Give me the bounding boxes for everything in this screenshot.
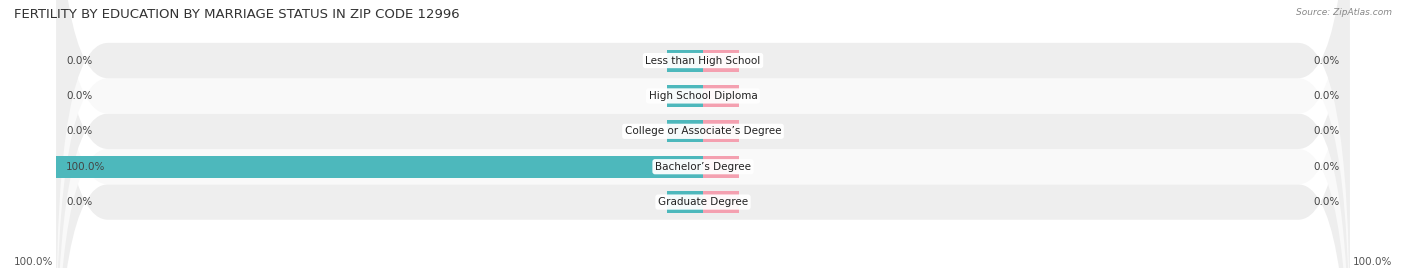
Text: 0.0%: 0.0% — [1313, 162, 1340, 172]
Bar — [668, 191, 703, 213]
Bar — [703, 50, 738, 72]
Bar — [703, 85, 738, 107]
Text: 0.0%: 0.0% — [66, 91, 93, 101]
Text: 100.0%: 100.0% — [14, 257, 53, 267]
Text: College or Associate’s Degree: College or Associate’s Degree — [624, 126, 782, 136]
Text: FERTILITY BY EDUCATION BY MARRIAGE STATUS IN ZIP CODE 12996: FERTILITY BY EDUCATION BY MARRIAGE STATU… — [14, 8, 460, 21]
Text: 0.0%: 0.0% — [1313, 126, 1340, 136]
Text: Less than High School: Less than High School — [645, 55, 761, 66]
Text: 100.0%: 100.0% — [1353, 257, 1392, 267]
FancyBboxPatch shape — [56, 0, 1350, 268]
Bar — [668, 85, 703, 107]
Text: 0.0%: 0.0% — [66, 197, 93, 207]
Bar — [703, 191, 738, 213]
FancyBboxPatch shape — [56, 0, 1350, 268]
Bar — [56, 156, 703, 178]
Text: 0.0%: 0.0% — [1313, 91, 1340, 101]
Bar — [703, 156, 738, 178]
Text: 0.0%: 0.0% — [66, 126, 93, 136]
Text: 100.0%: 100.0% — [66, 162, 105, 172]
Text: Source: ZipAtlas.com: Source: ZipAtlas.com — [1296, 8, 1392, 17]
FancyBboxPatch shape — [56, 0, 1350, 268]
Text: High School Diploma: High School Diploma — [648, 91, 758, 101]
FancyBboxPatch shape — [56, 0, 1350, 268]
Bar — [668, 50, 703, 72]
Bar — [668, 120, 703, 142]
Text: 0.0%: 0.0% — [1313, 55, 1340, 66]
Text: Bachelor’s Degree: Bachelor’s Degree — [655, 162, 751, 172]
Text: Graduate Degree: Graduate Degree — [658, 197, 748, 207]
Text: 0.0%: 0.0% — [1313, 197, 1340, 207]
FancyBboxPatch shape — [56, 0, 1350, 268]
Bar — [703, 120, 738, 142]
Text: 0.0%: 0.0% — [66, 55, 93, 66]
